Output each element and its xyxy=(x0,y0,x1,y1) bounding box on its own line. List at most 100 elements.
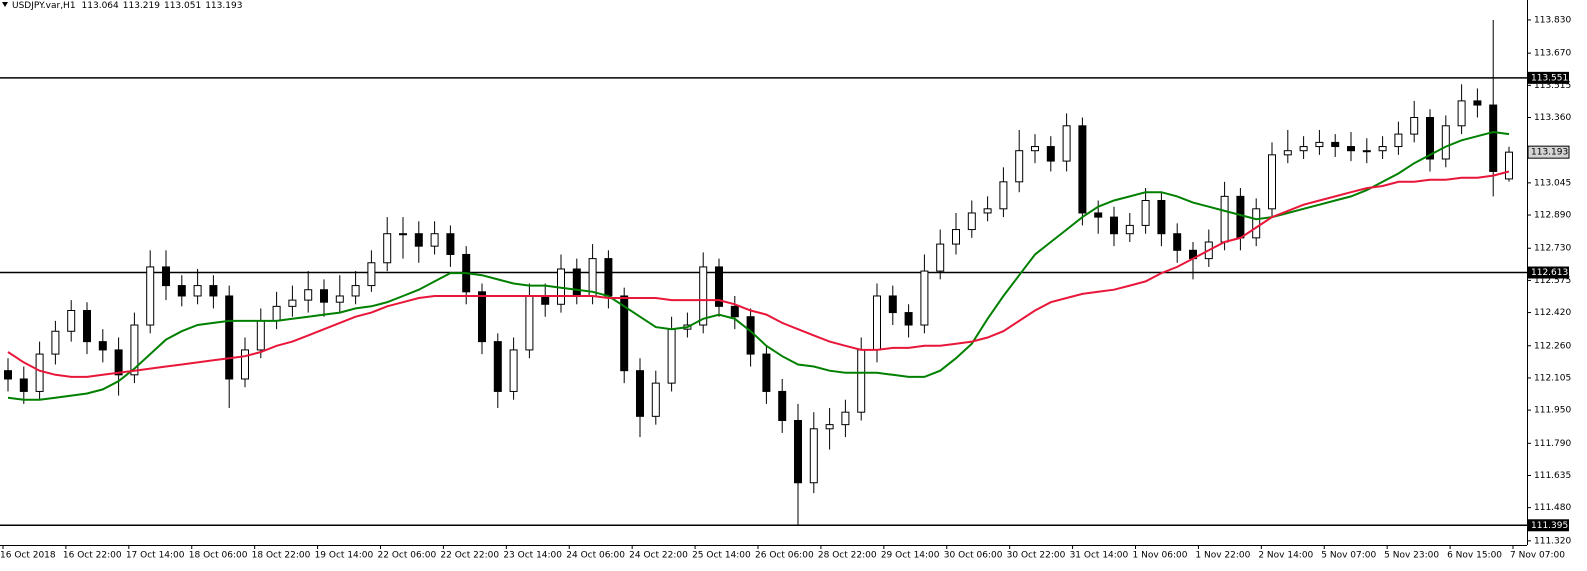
y-tick-label: 111.320 xyxy=(1534,536,1571,546)
candle-body xyxy=(1141,200,1150,226)
candle-body xyxy=(857,349,866,413)
chart-header: USDJPY.var,H1 113.064 113.219 113.051 113.19… xyxy=(12,1,242,11)
symbol: USDJPY.var,H1 xyxy=(12,1,76,11)
x-tick-label: 30 Oct 22:00 xyxy=(1007,551,1066,561)
candle-body xyxy=(1125,224,1134,235)
candle-body xyxy=(1505,151,1513,180)
candle-body xyxy=(715,266,723,307)
x-tick-label: 6 Nov 15:00 xyxy=(1447,551,1502,561)
candle-body xyxy=(478,291,486,343)
x-tick-label: 31 Oct 14:00 xyxy=(1070,551,1129,561)
readout-low: 113.051 xyxy=(164,1,201,11)
x-tick-label: 16 Oct 2018 xyxy=(0,551,56,561)
candle-body xyxy=(35,353,44,392)
candle-body xyxy=(825,424,834,430)
y-tick-label: 111.635 xyxy=(1534,471,1571,481)
candle-body xyxy=(1015,150,1024,183)
level-label-box xyxy=(1528,71,1569,84)
candle-body xyxy=(1062,125,1071,162)
candle-body xyxy=(241,349,249,380)
candle-body xyxy=(620,295,629,372)
y-tick-label: 113.045 xyxy=(1534,178,1571,188)
candle-body xyxy=(4,370,12,380)
candle-body xyxy=(1362,150,1371,153)
y-tick-label: 112.730 xyxy=(1534,244,1571,254)
candle-body xyxy=(1315,141,1324,148)
x-tick-label: 25 Oct 14:00 xyxy=(692,551,751,561)
collapse-arrow[interactable] xyxy=(2,2,8,7)
candle-body xyxy=(651,382,660,417)
candle-body xyxy=(604,258,613,297)
candle-body xyxy=(730,305,739,318)
candle-body xyxy=(288,299,297,307)
x-tick-label: 30 Oct 06:00 xyxy=(944,551,1003,561)
candle-body xyxy=(509,349,518,392)
x-tick-label: 22 Oct 22:00 xyxy=(440,551,499,561)
level-label-box xyxy=(1528,266,1569,279)
candle-body xyxy=(114,349,123,376)
candle-body xyxy=(1473,100,1482,106)
candle-body xyxy=(1268,154,1276,210)
level-label: 111.395 xyxy=(1531,521,1568,531)
x-tick-label: 18 Oct 06:00 xyxy=(189,551,248,561)
candle-body xyxy=(1094,212,1103,218)
candle-body xyxy=(999,181,1008,210)
candle-body xyxy=(1394,133,1403,148)
candle-body xyxy=(1410,116,1419,135)
candle-body xyxy=(1157,200,1166,235)
candle-body xyxy=(351,285,360,297)
level-label: 113.551 xyxy=(1531,73,1568,83)
candle-body xyxy=(1283,150,1292,156)
candle-body xyxy=(272,305,281,322)
candle-body xyxy=(1031,146,1039,152)
level-label-box xyxy=(1528,519,1569,532)
candle-body xyxy=(904,312,913,326)
candle-body xyxy=(367,262,376,287)
readout-open: 113.064 xyxy=(82,1,119,11)
candle-body xyxy=(1457,100,1466,127)
x-tick-label: 17 Oct 14:00 xyxy=(126,551,185,561)
candle-body xyxy=(1426,116,1434,160)
candle-body xyxy=(525,295,534,351)
y-tick-label: 113.670 xyxy=(1534,49,1571,59)
candle-body xyxy=(967,212,976,231)
x-tick-label: 1 Nov 06:00 xyxy=(1133,551,1188,561)
x-tick-label: 19 Oct 14:00 xyxy=(315,551,374,561)
candle-body xyxy=(130,324,139,376)
candle-body xyxy=(209,285,218,297)
candle-body xyxy=(1173,233,1182,251)
candle-body xyxy=(1347,146,1355,152)
candle-body xyxy=(256,320,265,351)
y-tick-label: 113.830 xyxy=(1534,15,1571,25)
candle-body xyxy=(67,309,76,332)
candle-body xyxy=(1110,216,1118,235)
candle-body xyxy=(320,289,328,303)
y-tick-label: 112.890 xyxy=(1534,211,1571,221)
candle-body xyxy=(83,309,91,343)
candle-body xyxy=(1220,195,1229,243)
candle-body xyxy=(794,419,802,484)
candle-body xyxy=(699,266,708,326)
candle-body xyxy=(446,233,455,255)
candle-body xyxy=(952,229,960,245)
x-tick-label: 28 Oct 22:00 xyxy=(818,551,877,561)
candle-body xyxy=(414,233,423,247)
x-tick-label: 2 Nov 14:00 xyxy=(1258,551,1313,561)
x-tick-label: 5 Nov 23:00 xyxy=(1384,551,1439,561)
candle-body xyxy=(541,295,550,305)
candle-body xyxy=(1378,146,1387,152)
candle-body xyxy=(1299,146,1308,152)
candle-body xyxy=(762,353,771,392)
candle-body xyxy=(1331,141,1340,148)
y-tick-label: 111.790 xyxy=(1534,439,1571,449)
candle-body xyxy=(1078,125,1087,214)
y-tick-label: 112.575 xyxy=(1534,276,1571,286)
candle-body xyxy=(399,233,407,236)
candle-body xyxy=(636,370,644,417)
candle-body xyxy=(1441,125,1450,160)
current-price-box xyxy=(1527,145,1570,159)
y-tick-label: 113.515 xyxy=(1534,81,1571,91)
candle-body xyxy=(304,289,313,301)
